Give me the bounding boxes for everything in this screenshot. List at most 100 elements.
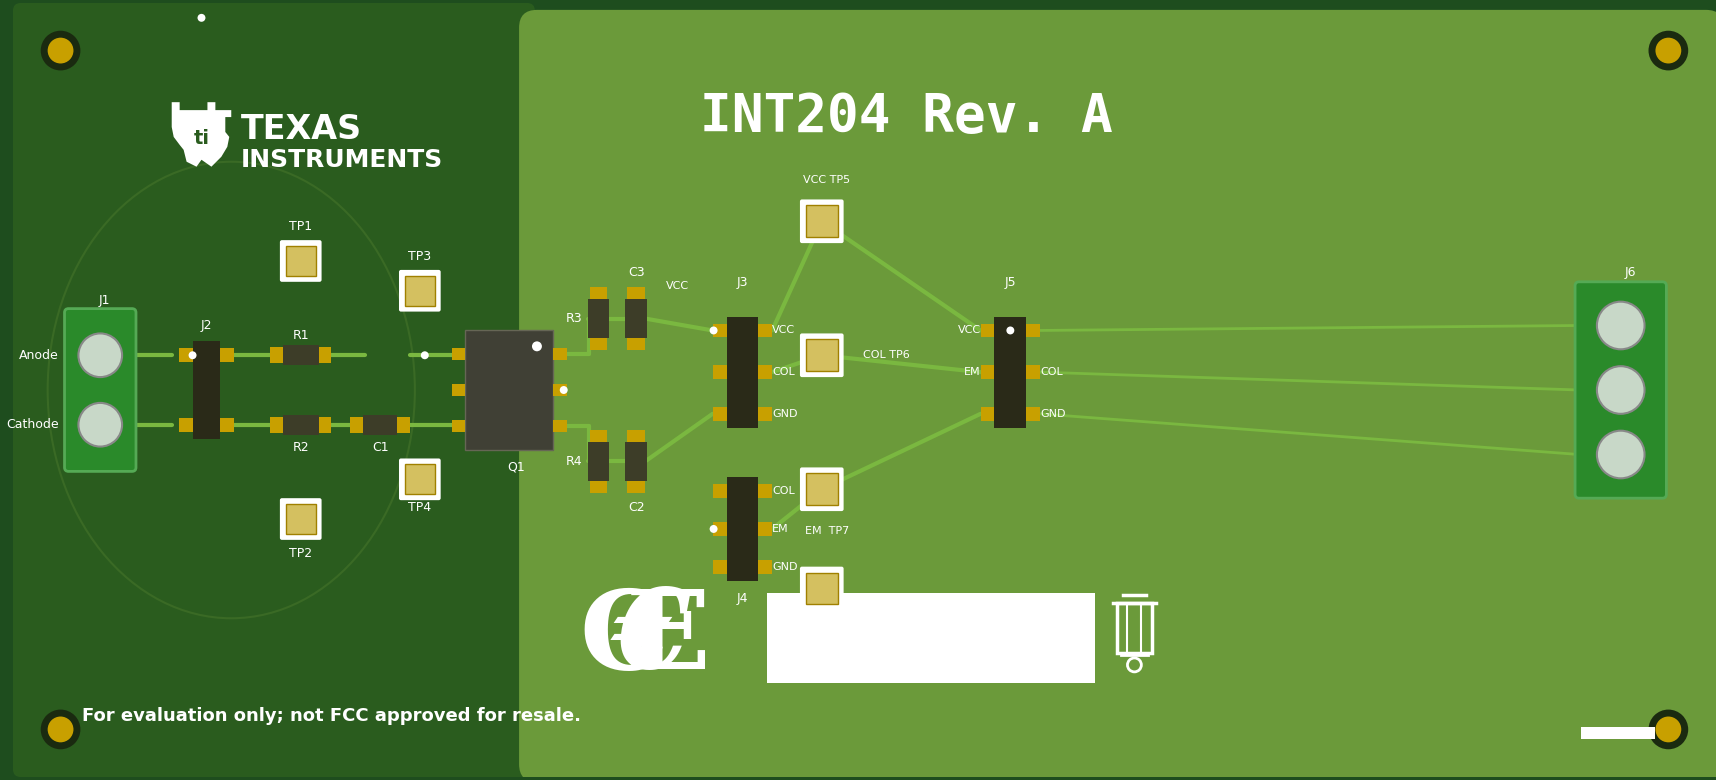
Bar — [405, 464, 434, 495]
Polygon shape — [172, 102, 232, 167]
Text: ti: ti — [194, 129, 209, 148]
Text: J2: J2 — [201, 319, 213, 332]
FancyBboxPatch shape — [800, 467, 844, 511]
Circle shape — [1006, 327, 1014, 335]
Bar — [995, 317, 1026, 427]
Bar — [726, 317, 758, 427]
Bar — [587, 299, 609, 339]
Text: INT204 Rev. A: INT204 Rev. A — [700, 91, 1112, 143]
Bar — [364, 415, 396, 434]
Bar — [726, 477, 758, 580]
Text: J3: J3 — [736, 276, 748, 289]
Bar — [287, 504, 316, 534]
Circle shape — [41, 30, 81, 70]
Text: Q1: Q1 — [508, 461, 525, 474]
Bar — [1026, 407, 1040, 420]
Text: GND: GND — [808, 641, 834, 651]
Bar — [319, 417, 331, 433]
Bar — [628, 287, 645, 299]
Bar — [628, 430, 645, 441]
Bar — [980, 324, 995, 338]
Text: VCC: VCC — [958, 325, 980, 335]
Bar — [628, 481, 645, 493]
Text: J6: J6 — [1625, 267, 1637, 279]
Bar — [451, 349, 465, 360]
Bar — [283, 415, 319, 434]
Bar — [628, 339, 645, 350]
Text: GND: GND — [1040, 409, 1066, 419]
Circle shape — [420, 351, 429, 360]
Bar — [1026, 365, 1040, 379]
Text: COL: COL — [772, 367, 795, 378]
Text: J4: J4 — [736, 592, 748, 605]
Text: C2: C2 — [628, 501, 645, 513]
Circle shape — [48, 37, 74, 63]
Bar — [758, 484, 772, 498]
FancyBboxPatch shape — [65, 309, 136, 471]
Bar — [767, 594, 1095, 682]
Bar — [287, 246, 316, 276]
Circle shape — [79, 333, 122, 377]
Text: COL: COL — [772, 486, 795, 496]
Bar — [1580, 728, 1656, 739]
Bar — [220, 418, 235, 431]
FancyBboxPatch shape — [800, 566, 844, 610]
Bar — [465, 331, 553, 449]
Circle shape — [1598, 302, 1644, 349]
Bar — [807, 339, 837, 371]
Text: J1: J1 — [98, 294, 110, 307]
Bar — [178, 349, 192, 362]
Bar — [192, 342, 220, 438]
Text: For evaluation only; not FCC approved for resale.: For evaluation only; not FCC approved fo… — [82, 707, 582, 725]
Text: Cathode: Cathode — [5, 418, 58, 431]
Bar — [319, 347, 331, 363]
Bar — [350, 417, 364, 433]
FancyBboxPatch shape — [14, 3, 535, 777]
Circle shape — [1656, 717, 1682, 743]
Text: TP1: TP1 — [290, 220, 312, 232]
Bar — [758, 365, 772, 379]
Bar — [590, 481, 607, 493]
Text: C: C — [578, 585, 668, 692]
FancyBboxPatch shape — [800, 200, 844, 243]
Bar — [451, 384, 465, 396]
Text: VCC TP5: VCC TP5 — [803, 175, 851, 185]
Text: TP8: TP8 — [812, 626, 832, 635]
Bar — [1026, 324, 1040, 338]
Bar — [178, 418, 192, 431]
Bar — [758, 560, 772, 573]
FancyBboxPatch shape — [400, 459, 441, 500]
Circle shape — [532, 342, 542, 351]
Text: C1: C1 — [372, 441, 388, 454]
Text: R1: R1 — [292, 329, 309, 342]
Circle shape — [189, 351, 197, 360]
Text: EM  TP7: EM TP7 — [805, 526, 849, 536]
FancyBboxPatch shape — [1575, 282, 1666, 498]
Bar — [553, 384, 566, 396]
Bar — [1117, 604, 1151, 653]
Circle shape — [197, 14, 206, 22]
Text: INSTRUMENTS: INSTRUMENTS — [242, 147, 443, 172]
Bar — [758, 522, 772, 536]
Text: VCC: VCC — [666, 281, 690, 291]
FancyBboxPatch shape — [518, 10, 1716, 780]
Text: TP3: TP3 — [408, 250, 431, 263]
Circle shape — [559, 386, 568, 394]
Bar — [553, 420, 566, 431]
FancyBboxPatch shape — [400, 270, 441, 311]
Bar — [712, 324, 726, 338]
Text: TP4: TP4 — [408, 501, 431, 513]
Bar — [396, 417, 410, 433]
Bar — [807, 473, 837, 505]
FancyBboxPatch shape — [800, 333, 844, 377]
Bar — [712, 522, 726, 536]
Text: COL TP6: COL TP6 — [863, 350, 909, 360]
Circle shape — [1598, 366, 1644, 414]
Circle shape — [1656, 37, 1682, 63]
Bar — [220, 349, 235, 362]
Circle shape — [48, 717, 74, 743]
Circle shape — [710, 327, 717, 335]
Bar — [590, 287, 607, 299]
Bar — [625, 441, 647, 481]
Text: TEXAS: TEXAS — [242, 113, 362, 147]
